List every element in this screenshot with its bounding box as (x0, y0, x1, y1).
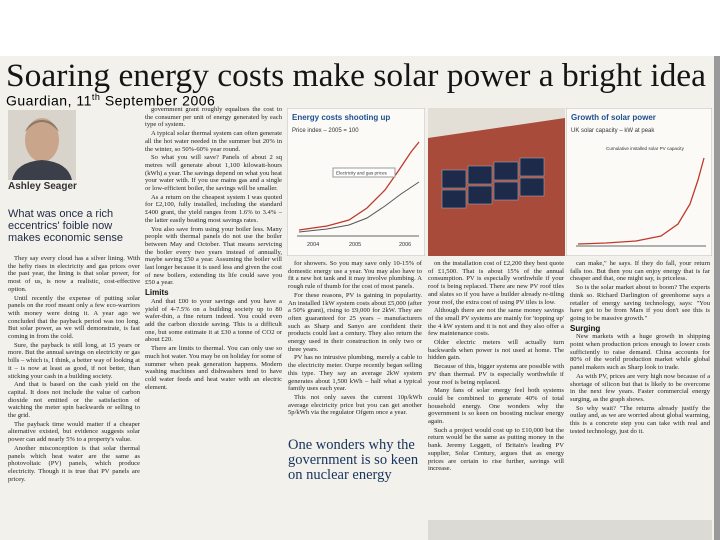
paragraph: So what you will save? Panels of about 2… (145, 154, 282, 193)
paragraph: New markets with a huge growth in shippi… (570, 333, 710, 372)
paragraph: You also save from using your boiler les… (145, 225, 282, 287)
paragraph: for showers. So you may save only 10-15%… (288, 260, 422, 291)
page-edge (714, 56, 720, 540)
panel (493, 161, 519, 181)
paragraph: For these reasons, PV is gaining in popu… (288, 291, 422, 353)
standfirst: What was once a rich eccentrics' foible … (8, 208, 123, 244)
legend-label: Electricity and gas prices (336, 171, 388, 176)
figure-energy: Energy costs shooting up Price index – 2… (287, 108, 425, 256)
paragraph: Because of this, bigger systems are poss… (428, 363, 564, 386)
panel (467, 185, 493, 205)
figure-frame (287, 108, 425, 256)
paragraph: Another misconception is that solar ther… (8, 444, 140, 483)
hair (25, 120, 59, 132)
paragraph: on the installation cost of £2,200 they … (428, 260, 564, 306)
headline: Soaring energy costs make solar power a … (6, 58, 706, 94)
paragraph: There are limits to thermal. You can onl… (145, 345, 282, 391)
paragraph: And that is based on the cash yield on t… (8, 381, 140, 420)
paragraph: The payback time would matter if a cheap… (8, 420, 140, 444)
face (25, 118, 59, 162)
panel (467, 165, 493, 185)
caption-date: September 2006 (104, 92, 216, 109)
paragraph: This not only saves the current 10p/kWh … (288, 393, 422, 417)
paragraph: A typical solar thermal system can often… (145, 130, 282, 153)
x-label: 2004 (307, 242, 319, 248)
figure-title: Growth of solar power (571, 113, 656, 122)
panels (441, 157, 545, 209)
caption-source: Guardian, 11 (6, 92, 92, 109)
paragraph: And that £00 to your savings and you hav… (145, 297, 282, 344)
column: can make," he says. If they do fall, you… (570, 260, 710, 518)
figure-frame (566, 108, 712, 256)
pull-quote: One wonders why the government is so kee… (288, 437, 419, 483)
paragraph: Sure, the payback is still long, at 15 y… (8, 341, 140, 380)
paragraph: They say every cloud has a silver lining… (8, 255, 140, 293)
paragraph: Such a project would cost up to £10,000 … (428, 426, 564, 473)
panel (441, 169, 467, 189)
curve (577, 157, 705, 245)
roof-photo (428, 108, 565, 256)
paragraph: PV has no intrusive plumbing, merely a c… (288, 354, 422, 393)
curve (298, 141, 420, 231)
curve (298, 181, 420, 233)
column: government grant roughly equalises the c… (145, 106, 282, 538)
paragraph: Older electric meters will actually turn… (428, 339, 564, 362)
author-photo (8, 110, 76, 180)
panel (493, 181, 519, 201)
panel (519, 177, 545, 197)
column: for showers. So you may save only 10-15%… (288, 260, 422, 434)
legend-label: Cumulative installed solar PV capacity (606, 146, 685, 151)
figure-subtitle: Price index – 2005 = 100 (292, 128, 359, 134)
legend-box (332, 167, 396, 178)
byline: Ashley Seager (8, 181, 77, 192)
paragraph: Many fans of solar energy feel both syst… (428, 387, 564, 426)
paragraph: can make," he says. If they do fall, you… (570, 260, 710, 283)
paragraph: government grant roughly equalises the c… (145, 106, 282, 129)
subheading: Surging (570, 323, 601, 333)
figure-solar: Growth of solar power UK solar capacity … (566, 108, 712, 256)
panel (441, 189, 467, 209)
caption-suffix: th (91, 92, 101, 102)
panel (519, 157, 545, 177)
x-label: 2006 (399, 242, 411, 248)
paragraph: So why wait? "The returns already justif… (570, 404, 710, 435)
figure-title: Energy costs shooting up (292, 113, 390, 122)
paragraph: As a return on the cheapest system I was… (145, 193, 282, 224)
subheading: Limits (145, 288, 169, 298)
paragraph: Until recently the expense of putting so… (8, 294, 140, 341)
paragraph: Although there are not the same money sa… (428, 307, 564, 338)
paragraph: As with PV, prices are very high now bec… (570, 372, 710, 403)
column: They say every cloud has a silver lining… (8, 255, 140, 538)
jacket (12, 160, 72, 180)
figure-subtitle: UK solar capacity – kW at peak (571, 128, 655, 134)
column: on the installation cost of £2,200 they … (428, 260, 564, 518)
paragraph: So is the solar market about to boom? Th… (570, 284, 710, 322)
x-label: 2005 (349, 242, 361, 248)
caption: Guardian, 11th September 2006 (6, 92, 215, 109)
headline-svg: Soaring energy costs make solar power a … (6, 58, 706, 94)
next-article (428, 520, 712, 540)
